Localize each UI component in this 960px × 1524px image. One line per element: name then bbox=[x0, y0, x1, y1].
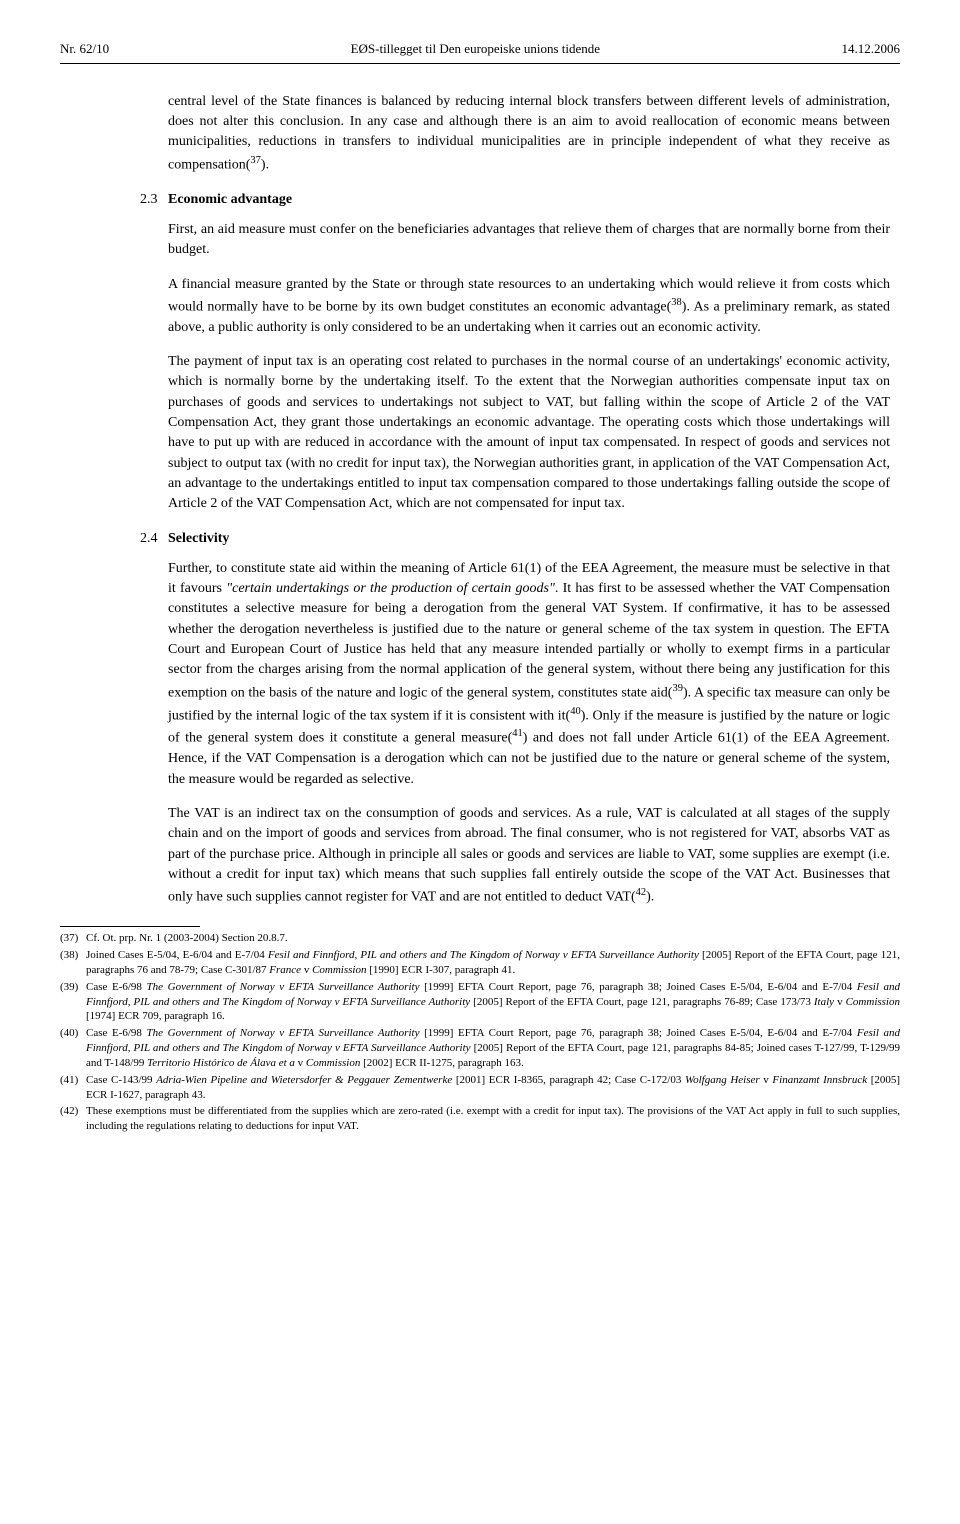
footnote-ref: 40 bbox=[570, 706, 581, 717]
footnotes: (37)Cf. Ot. prp. Nr. 1 (2003-2004) Secti… bbox=[60, 931, 900, 1134]
section-title: Selectivity bbox=[168, 529, 229, 549]
footnote-number: (37) bbox=[60, 931, 86, 946]
footnote: (41)Case C-143/99 Adria-Wien Pipeline an… bbox=[60, 1073, 900, 1103]
paragraph: The VAT is an indirect tax on the consum… bbox=[140, 804, 890, 908]
footnote: (42)These exemptions must be differentia… bbox=[60, 1104, 900, 1134]
footnote-text: Cf. Ot. prp. Nr. 1 (2003-2004) Section 2… bbox=[86, 931, 900, 946]
footnote-number: (42) bbox=[60, 1104, 86, 1134]
paragraph: A financial measure granted by the State… bbox=[140, 275, 890, 339]
text: ). bbox=[261, 157, 269, 172]
section-heading: 2.3 Economic advantage bbox=[140, 190, 890, 210]
section-title: Economic advantage bbox=[168, 190, 292, 210]
paragraph: central level of the State finances is b… bbox=[140, 92, 890, 176]
text: ). bbox=[646, 890, 654, 905]
section-heading: 2.4 Selectivity bbox=[140, 529, 890, 549]
section-number: 2.4 bbox=[140, 529, 168, 549]
document-body: central level of the State finances is b… bbox=[60, 92, 900, 908]
footnote-ref: 37 bbox=[250, 155, 261, 166]
footnote-separator bbox=[60, 926, 200, 927]
text: . It has first to be assessed whether th… bbox=[168, 581, 890, 700]
footnote-number: (40) bbox=[60, 1026, 86, 1071]
emphasis: "certain undertakings or the production … bbox=[226, 581, 555, 596]
header-left: Nr. 62/10 bbox=[60, 40, 109, 59]
footnote-ref: 38 bbox=[671, 297, 682, 308]
text: The VAT is an indirect tax on the consum… bbox=[168, 806, 890, 905]
header-right: 14.12.2006 bbox=[842, 40, 901, 59]
paragraph: The payment of input tax is an operating… bbox=[140, 352, 890, 514]
footnote-number: (39) bbox=[60, 980, 86, 1025]
footnote-ref: 41 bbox=[512, 728, 523, 739]
footnote-number: (38) bbox=[60, 948, 86, 978]
section-number: 2.3 bbox=[140, 190, 168, 210]
paragraph: First, an aid measure must confer on the… bbox=[140, 220, 890, 261]
footnote-text: Joined Cases E-5/04, E-6/04 and E-7/04 F… bbox=[86, 948, 900, 978]
text: central level of the State finances is b… bbox=[168, 94, 890, 173]
footnote-number: (41) bbox=[60, 1073, 86, 1103]
page-header: Nr. 62/10 EØS-tillegget til Den europeis… bbox=[60, 40, 900, 64]
footnote: (39)Case E-6/98 The Government of Norway… bbox=[60, 980, 900, 1025]
header-center: EØS-tillegget til Den europeiske unions … bbox=[109, 40, 841, 59]
footnote-text: These exemptions must be differentiated … bbox=[86, 1104, 900, 1134]
footnote-text: Case E-6/98 The Government of Norway v E… bbox=[86, 980, 900, 1025]
footnote-ref: 42 bbox=[636, 887, 647, 898]
footnote: (38)Joined Cases E-5/04, E-6/04 and E-7/… bbox=[60, 948, 900, 978]
footnote-text: Case C-143/99 Adria-Wien Pipeline and Wi… bbox=[86, 1073, 900, 1103]
footnote: (40)Case E-6/98 The Government of Norway… bbox=[60, 1026, 900, 1071]
footnote-text: Case E-6/98 The Government of Norway v E… bbox=[86, 1026, 900, 1071]
footnote: (37)Cf. Ot. prp. Nr. 1 (2003-2004) Secti… bbox=[60, 931, 900, 946]
footnote-ref: 39 bbox=[672, 683, 683, 694]
paragraph: Further, to constitute state aid within … bbox=[140, 559, 890, 790]
